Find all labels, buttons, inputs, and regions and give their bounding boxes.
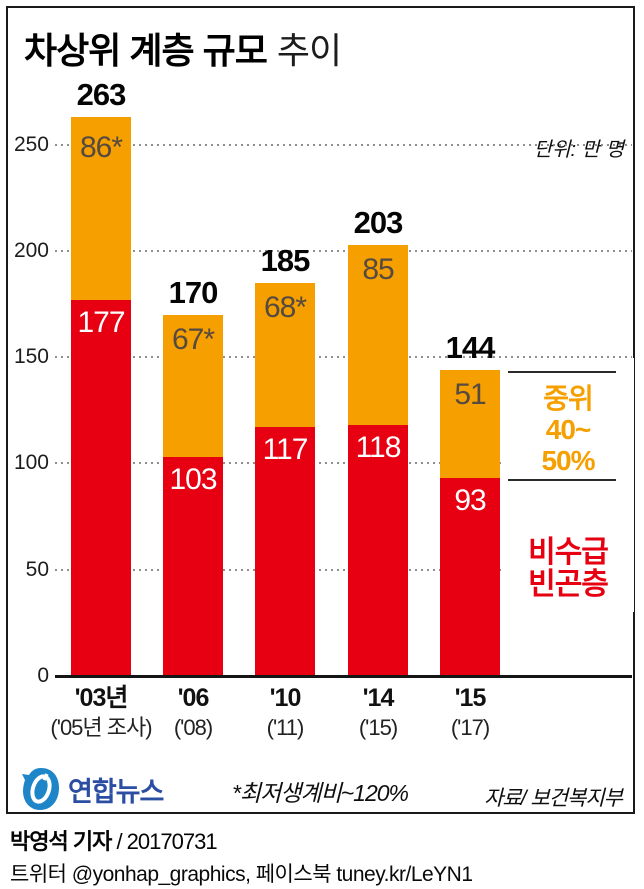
red-value-label: 118: [355, 431, 402, 465]
legend-text-line: 중위: [543, 383, 594, 414]
red-value-label: 103: [169, 463, 217, 497]
orange-value-label: 51: [454, 377, 486, 411]
social-line: 트위터 @yonhap_graphics, 페이스북 tuney.kr/LeYN…: [10, 863, 473, 886]
legend-text-line: 50%: [541, 445, 595, 476]
x-axis-label-survey-year: ('11): [266, 715, 305, 740]
red-value-label: 93: [454, 484, 486, 518]
bar-segment-orange: [163, 314, 223, 458]
bar-segment-orange: [440, 369, 500, 479]
red-value-label: 117: [262, 433, 309, 467]
gridline-50: [55, 568, 632, 571]
y-axis-tick-100: 100: [13, 451, 49, 475]
footnote: *최저생계비~120%: [231, 780, 409, 806]
x-axis-line: [55, 675, 632, 678]
bar-segment-orange: [255, 282, 315, 428]
legend-text-line: 비수급: [528, 536, 609, 569]
total-value-label: 203: [353, 204, 404, 240]
x-axis-label-year: '14: [362, 684, 395, 712]
gridline-100: [55, 462, 632, 465]
legend-text-line: 빈곤층: [528, 568, 609, 601]
x-axis-label-year: '06: [177, 684, 210, 712]
total-value-label: 170: [168, 274, 219, 310]
x-axis-label-survey-year: ('17): [450, 715, 490, 740]
orange-value-label: 86*: [79, 130, 123, 164]
unit-label: 단위: 만 명: [523, 131, 626, 164]
bar-segment-orange: [71, 116, 131, 300]
bar-segment-red: [440, 478, 500, 676]
page-title: 차상위 계층 규모 추이: [24, 22, 584, 74]
y-axis-tick-150: 150: [13, 345, 49, 369]
title-sub: 추이: [276, 30, 342, 71]
x-axis-label-year: '10: [269, 684, 302, 712]
y-axis-tick-250: 250: [13, 132, 49, 156]
bar-segment-red: [163, 457, 223, 676]
source-label: 자료/ 보건복지부: [484, 787, 623, 810]
y-axis-tick-200: 200: [13, 238, 49, 262]
orange-value-label: 68*: [263, 290, 307, 324]
gridline-200: [55, 249, 632, 252]
gridline-150: [55, 356, 632, 359]
legend-bracket-line-bottom: [508, 479, 616, 481]
x-axis-label-year: '15: [454, 684, 487, 712]
y-axis-tick-0: 0: [37, 664, 49, 687]
credit-author: 박영석 기자: [10, 829, 112, 854]
bar-segment-red: [348, 425, 408, 676]
yonhap-logo-icon: [22, 768, 59, 810]
x-axis-label-survey-year: ('05년 조사): [50, 715, 152, 740]
y-axis-tick-50: 50: [25, 557, 49, 581]
legend-background: [502, 358, 634, 612]
x-axis-label-survey-year: ('08): [173, 715, 213, 740]
legend-label-non-recipient-poor: 비수급 빈곤층: [502, 537, 634, 601]
credit-line: 박영석 기자 / 20170731: [10, 824, 218, 856]
total-value-label: 263: [76, 76, 127, 112]
bar-segment-orange: [348, 244, 408, 426]
legend-label-mid-income: 중위 40~ 50%: [502, 383, 634, 476]
credit-date: / 20170731: [111, 829, 217, 854]
yonhap-logo-text: 연합뉴스: [68, 776, 164, 807]
x-axis-label-year: '03년: [74, 684, 129, 712]
gridline-250: [55, 143, 632, 146]
total-value-label: 185: [260, 242, 311, 278]
legend-text-line: 40~: [545, 414, 592, 445]
orange-value-label: 85: [362, 252, 394, 286]
yonhap-logo: 연합뉴스: [20, 766, 164, 812]
bar-segment-red: [255, 427, 315, 676]
red-value-label: 177: [77, 305, 125, 339]
title-main: 차상위 계층 규모: [24, 30, 268, 71]
orange-value-label: 67*: [171, 322, 215, 356]
legend-bracket-line-top: [508, 371, 616, 373]
x-axis-label-survey-year: ('15): [358, 715, 398, 740]
total-value-label: 144: [445, 329, 496, 365]
bar-segment-red: [71, 299, 131, 676]
